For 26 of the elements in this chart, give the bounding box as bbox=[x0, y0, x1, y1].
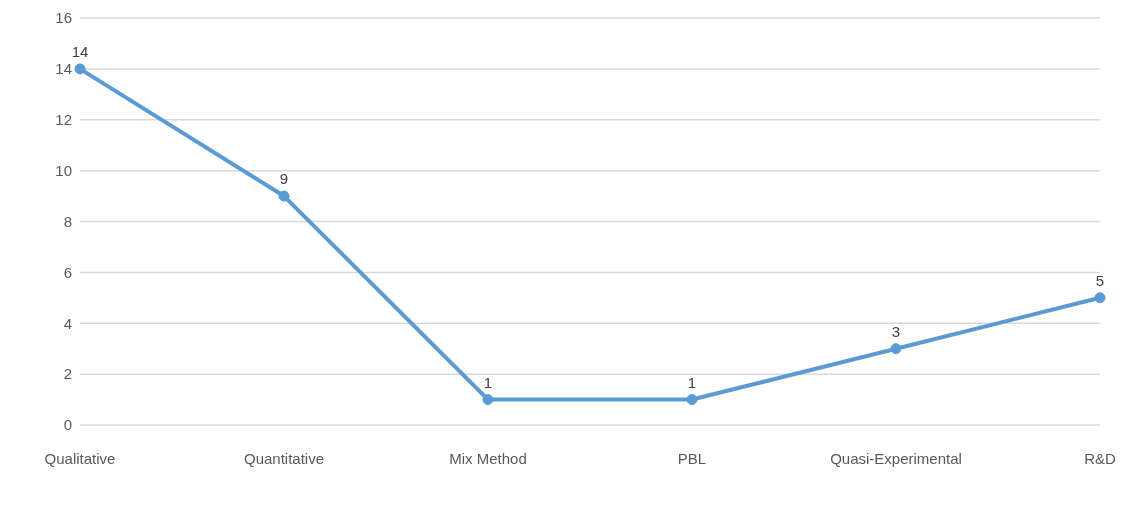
y-tick-label: 8 bbox=[63, 212, 72, 230]
data-label: 9 bbox=[279, 170, 289, 188]
point bbox=[278, 190, 290, 202]
point bbox=[74, 63, 86, 75]
x-tick-label: Quasi-Experimental bbox=[830, 449, 962, 467]
y-tick-label: 10 bbox=[55, 161, 72, 179]
point bbox=[890, 343, 902, 355]
x-tick-label: Qualitative bbox=[44, 449, 116, 467]
y-tick-label: 12 bbox=[55, 111, 72, 129]
data-label: 1 bbox=[687, 373, 697, 391]
y-tick-label: 0 bbox=[63, 416, 72, 434]
x-tick-label: Mix Method bbox=[449, 449, 527, 467]
y-tick-label: 6 bbox=[63, 263, 72, 281]
data-label: 3 bbox=[891, 322, 901, 340]
data-label: 5 bbox=[1095, 271, 1105, 289]
y-tick-label: 2 bbox=[63, 365, 72, 383]
y-tick-label: 4 bbox=[63, 314, 72, 332]
data-label: 1 bbox=[483, 373, 493, 391]
y-tick-label: 16 bbox=[55, 9, 72, 27]
x-tick-label: PBL bbox=[677, 449, 707, 467]
point bbox=[1094, 292, 1106, 304]
y-tick-label: 14 bbox=[55, 60, 72, 78]
x-tick-label: R&D bbox=[1084, 449, 1116, 467]
point bbox=[686, 394, 698, 406]
x-tick-label: Quantitative bbox=[243, 449, 325, 467]
point bbox=[482, 394, 494, 406]
